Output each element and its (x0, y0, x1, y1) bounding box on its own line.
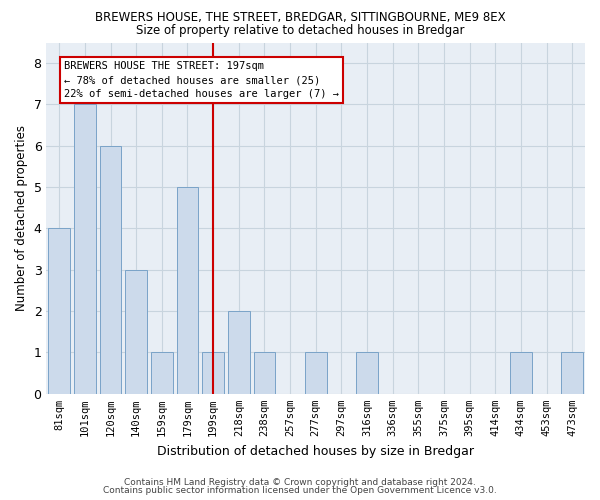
Text: BREWERS HOUSE, THE STREET, BREDGAR, SITTINGBOURNE, ME9 8EX: BREWERS HOUSE, THE STREET, BREDGAR, SITT… (95, 11, 505, 24)
Bar (151, 352, 173, 394)
Bar (125, 270, 147, 394)
Text: Size of property relative to detached houses in Bredgar: Size of property relative to detached ho… (136, 24, 464, 37)
Bar (228, 311, 250, 394)
Text: BREWERS HOUSE THE STREET: 197sqm
← 78% of detached houses are smaller (25)
22% o: BREWERS HOUSE THE STREET: 197sqm ← 78% o… (64, 61, 339, 99)
Bar (254, 352, 275, 394)
Bar (561, 352, 583, 394)
Bar (100, 146, 121, 394)
Text: Contains public sector information licensed under the Open Government Licence v3: Contains public sector information licen… (103, 486, 497, 495)
X-axis label: Distribution of detached houses by size in Bredgar: Distribution of detached houses by size … (157, 444, 474, 458)
Y-axis label: Number of detached properties: Number of detached properties (15, 125, 28, 311)
Bar (356, 352, 378, 394)
Bar (49, 228, 70, 394)
Bar (74, 104, 96, 394)
Bar (202, 352, 224, 394)
Bar (305, 352, 326, 394)
Text: Contains HM Land Registry data © Crown copyright and database right 2024.: Contains HM Land Registry data © Crown c… (124, 478, 476, 487)
Bar (176, 187, 199, 394)
Bar (510, 352, 532, 394)
